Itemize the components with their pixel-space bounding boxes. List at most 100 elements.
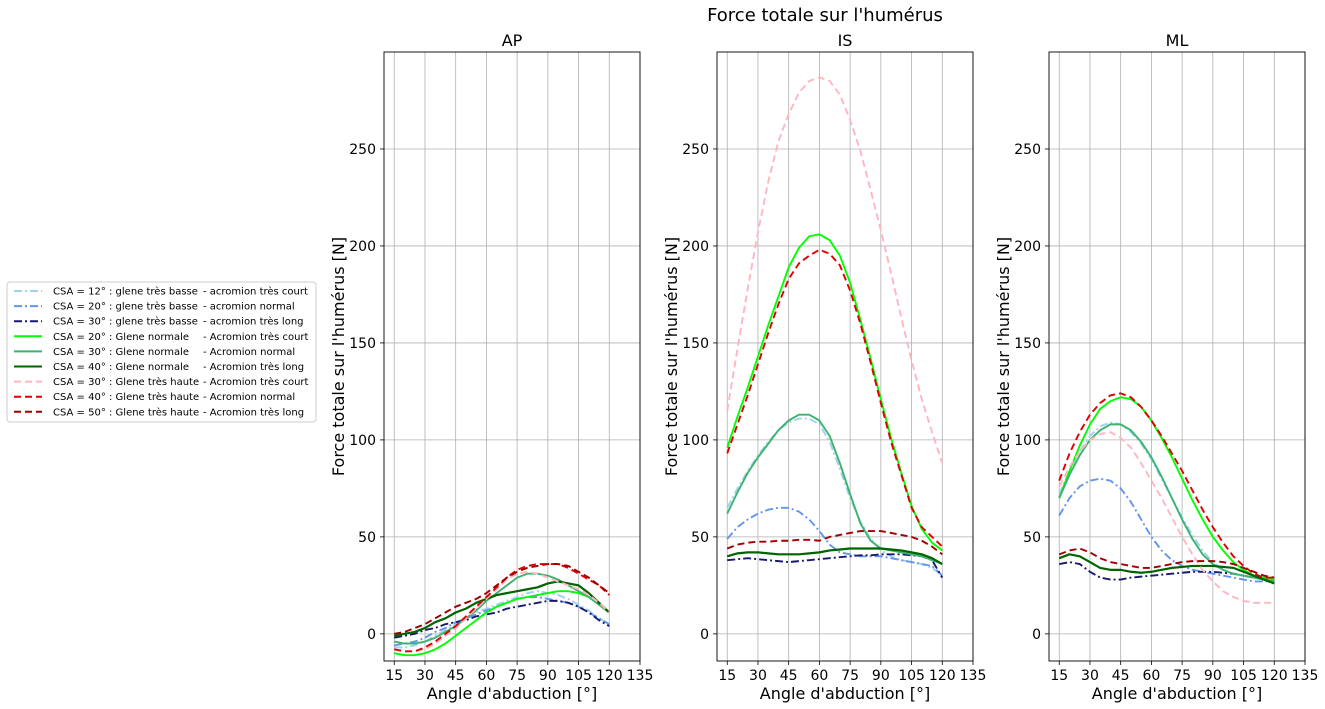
x-tick-label: 30 [416, 668, 434, 684]
legend-label: CSA = 30° : Glene très haute [53, 376, 199, 388]
series-line-3 [727, 553, 944, 579]
x-tick-label: 30 [749, 668, 767, 684]
legend-box [6, 281, 317, 423]
series-line-5 [1058, 423, 1275, 583]
x-tick-label: 45 [447, 668, 465, 684]
chart-panel-is: 15 30 45 60 75 90 105 120 135 0 50 100 150 200 250 IS An… [662, 31, 986, 703]
chart-panels: 15 30 45 60 75 90 105 120 135050100150200250APAn… [329, 31, 1318, 703]
series-line-4 [1058, 396, 1275, 581]
x-tick-label: 60 [477, 668, 495, 684]
legend-acromion-label: - Acromion très court [203, 376, 309, 388]
x-tick-label: 75 [508, 668, 526, 684]
panel-title: AP [502, 31, 523, 50]
y-tick-label: 50 [358, 530, 376, 546]
y-axis-label: Force totale sur l'humérus [N] [329, 237, 348, 476]
legend-acromion-label: - Acromion normal [203, 347, 295, 358]
x-axis-label: Angle d'abduction [°] [760, 684, 930, 703]
plot-frame [716, 51, 974, 662]
series-line-2 [1058, 477, 1275, 583]
x-tick-label: 45 [780, 668, 798, 684]
legend-acromion-label: - Acromion très long [203, 406, 304, 418]
legend-acromion-label: - acromion normal [203, 302, 295, 313]
legend-acromion-label: - Acromion très court [203, 331, 309, 343]
y-tick-label: 100 [1014, 433, 1041, 449]
legend-label: CSA = 30° : glene très basse [53, 316, 198, 328]
series-line-8 [394, 563, 610, 653]
y-tick-label: 0 [367, 627, 376, 643]
x-tick-label: 105 [1230, 668, 1257, 684]
legend-acromion-label: - acromion très court [203, 286, 308, 298]
y-tick-label: 0 [700, 627, 709, 643]
x-tick-label: 135 [1292, 668, 1319, 684]
y-tick-label: 50 [1023, 530, 1041, 546]
series-line-5 [726, 413, 943, 565]
x-tick-label: 120 [1261, 668, 1288, 684]
plot-frame [383, 51, 641, 662]
y-tick-label: 250 [349, 142, 376, 158]
x-axis-label: Angle d'abduction [°] [1092, 684, 1262, 703]
legend-label: CSA = 40° : Glene normale [53, 362, 189, 373]
y-tick-label: 150 [349, 336, 376, 352]
series-line-9 [1058, 547, 1275, 579]
y-tick-label: 200 [682, 239, 709, 255]
legend-acromion-label: - Acromion normal [203, 392, 295, 403]
x-tick-label: 105 [565, 668, 592, 684]
series-line-6 [394, 580, 611, 637]
y-tick-label: 0 [1032, 627, 1041, 643]
series-line-8 [726, 248, 943, 548]
legend-label: CSA = 40° : Glene très haute [53, 391, 199, 403]
legend-label: CSA = 20° : Glene normale [53, 332, 189, 343]
x-tick-label: 15 [718, 668, 736, 684]
x-tick-label: 135 [960, 668, 987, 684]
series-line-4 [394, 590, 610, 657]
x-tick-label: 15 [385, 668, 403, 684]
chart-panel-ml: 15 30 45 60 75 90 105 120 135 0 50 100 150 200 250 ML An… [994, 31, 1318, 703]
legend-label: CSA = 30° : Glene normale [53, 347, 189, 358]
x-tick-label: 120 [596, 668, 623, 684]
x-tick-label: 60 [1142, 668, 1160, 684]
legend: CSA = 12° : glene très basse - acromion t… [6, 281, 317, 423]
x-tick-label: 120 [929, 668, 956, 684]
y-tick-label: 250 [682, 142, 709, 158]
y-tick-label: 250 [1014, 142, 1041, 158]
series-line-8 [1058, 392, 1275, 579]
panel-title: IS [838, 31, 853, 50]
legend-label: CSA = 50° : Glene très haute [53, 406, 199, 418]
x-tick-label: 60 [810, 668, 828, 684]
x-tick-label: 135 [627, 668, 654, 684]
x-tick-label: 45 [1112, 668, 1130, 684]
y-tick-label: 100 [349, 433, 376, 449]
x-tick-label: 15 [1050, 668, 1068, 684]
plot-frame [1048, 51, 1306, 662]
series-line-7 [394, 570, 610, 653]
y-tick-label: 100 [682, 433, 709, 449]
y-tick-label: 150 [1014, 336, 1041, 352]
x-axis-label: Angle d'abduction [°] [427, 684, 597, 703]
legend-label: CSA = 20° : glene très basse [53, 301, 198, 313]
y-axis-label: Force totale sur l'humérus [N] [662, 237, 681, 476]
chart-panel-ap: 15 30 45 60 75 90 105 120 135 0 50 100 150 200 250 AP An… [329, 31, 653, 703]
series-line-6 [1058, 553, 1275, 585]
legend-acromion-label: - acromion très long [203, 316, 304, 328]
y-tick-label: 200 [349, 239, 376, 255]
plot-area [384, 52, 640, 661]
x-tick-label: 90 [1204, 668, 1222, 684]
series-line-9 [394, 563, 610, 635]
x-tick-label: 90 [872, 668, 890, 684]
y-tick-label: 200 [1014, 239, 1041, 255]
legend-label: CSA = 12° : glene très basse [53, 286, 198, 298]
series-line-7 [1058, 431, 1275, 604]
y-axis-label: Force totale sur l'humérus [N] [994, 237, 1013, 476]
figure-suptitle: Force totale sur l'humérus [707, 5, 943, 26]
y-tick-label: 50 [691, 530, 709, 546]
y-tick-label: 150 [682, 336, 709, 352]
series-line-6 [726, 547, 943, 565]
legend-acromion-label: - Acromion très long [203, 361, 304, 373]
x-tick-label: 75 [841, 668, 859, 684]
series-line-3 [1059, 561, 1275, 583]
x-tick-label: 30 [1081, 668, 1099, 684]
panel-title: ML [1166, 31, 1189, 50]
x-tick-label: 105 [898, 668, 925, 684]
series-line-2 [726, 506, 943, 577]
